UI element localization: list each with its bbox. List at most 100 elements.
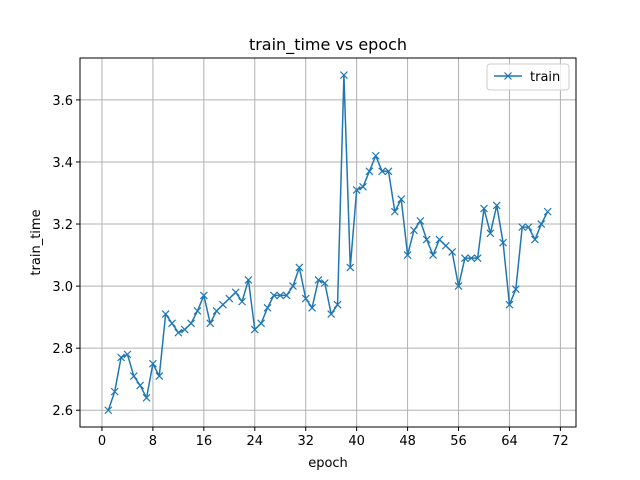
data-point xyxy=(473,254,482,263)
y-tick-label: 2.8 xyxy=(52,342,73,357)
data-point xyxy=(352,185,361,194)
data-point xyxy=(301,294,310,303)
x-tick-label: 40 xyxy=(348,434,365,449)
data-point xyxy=(206,319,215,328)
data-point xyxy=(142,393,151,402)
data-point xyxy=(314,275,323,284)
x-tick-label: 32 xyxy=(297,434,314,449)
data-point xyxy=(123,350,132,359)
series-line-train xyxy=(107,74,549,411)
data-point xyxy=(441,241,450,250)
x-axis-ticks: 0 8 16 24 32 40 48 56 64 72 xyxy=(98,427,569,449)
data-point xyxy=(238,297,246,306)
data-point xyxy=(365,167,374,176)
x-tick-label: 24 xyxy=(247,434,264,449)
data-point xyxy=(308,303,317,312)
data-point xyxy=(174,328,183,337)
x-axis-label: epoch xyxy=(308,456,348,471)
x-tick-label: 8 xyxy=(149,434,157,449)
data-point xyxy=(518,223,527,232)
data-point xyxy=(480,204,488,213)
data-point xyxy=(269,291,278,300)
data-point xyxy=(435,235,444,244)
data-point xyxy=(168,319,176,328)
legend-box xyxy=(486,63,570,91)
y-tick-label: 3.4 xyxy=(52,156,73,171)
data-point xyxy=(397,195,406,204)
data-point xyxy=(429,251,437,259)
grid-lines xyxy=(80,58,576,427)
y-tick-label: 3.2 xyxy=(52,218,73,233)
data-point xyxy=(231,288,240,297)
data-point xyxy=(155,372,164,381)
chart-title: train_time vs epoch xyxy=(249,35,407,55)
data-point xyxy=(416,217,425,225)
legend: train xyxy=(486,63,570,91)
data-point xyxy=(276,291,285,300)
data-point xyxy=(327,310,336,318)
data-point xyxy=(359,182,367,191)
x-tick-label: 0 xyxy=(98,434,106,449)
x-tick-label: 72 xyxy=(552,434,569,449)
data-point xyxy=(180,325,189,334)
data-point xyxy=(212,307,221,315)
data-point xyxy=(263,303,272,312)
data-point xyxy=(136,381,145,390)
data-point xyxy=(129,372,138,381)
data-point xyxy=(199,291,208,300)
data-point xyxy=(537,220,546,228)
data-point xyxy=(378,167,387,176)
data-point xyxy=(250,325,259,334)
data-point xyxy=(467,254,476,263)
y-tick-label: 3.0 xyxy=(52,280,73,295)
legend-entry-train: train xyxy=(530,70,560,85)
data-point xyxy=(225,294,234,303)
data-point xyxy=(454,282,463,291)
data-point xyxy=(460,254,469,263)
y-axis-ticks: 2.6 2.8 3.0 3.2 3.4 3.6 xyxy=(52,94,80,419)
x-tick-label: 64 xyxy=(501,434,518,449)
data-point xyxy=(257,319,266,328)
data-point xyxy=(187,319,196,328)
x-tick-label: 16 xyxy=(196,434,213,449)
data-point xyxy=(193,307,202,315)
data-point xyxy=(524,223,533,232)
y-axis-label: train_time xyxy=(29,209,44,275)
data-point xyxy=(531,235,539,244)
data-point xyxy=(492,201,501,210)
y-tick-label: 3.6 xyxy=(52,94,73,109)
data-point xyxy=(346,263,355,272)
data-point xyxy=(320,279,329,287)
data-point xyxy=(543,207,552,216)
data-point xyxy=(499,238,508,247)
data-point xyxy=(486,229,495,238)
data-point xyxy=(511,285,520,294)
data-point xyxy=(384,167,393,176)
data-point xyxy=(505,300,514,309)
plot-area-frame xyxy=(79,57,577,428)
data-point xyxy=(117,353,125,362)
data-point xyxy=(333,300,342,309)
y-tick-label: 2.6 xyxy=(52,404,73,419)
data-point xyxy=(448,248,457,256)
data-point xyxy=(148,359,157,368)
data-point xyxy=(161,310,170,318)
series-layer xyxy=(104,71,552,415)
data-point xyxy=(110,387,119,396)
data-point xyxy=(371,151,380,160)
data-point xyxy=(410,226,418,235)
x-tick-label: 48 xyxy=(399,434,416,449)
data-point xyxy=(390,207,399,216)
data-point xyxy=(219,300,227,309)
data-point xyxy=(282,291,291,300)
data-point xyxy=(295,263,304,272)
legend-marker-x xyxy=(504,72,512,80)
data-point xyxy=(289,282,297,291)
data-point xyxy=(403,251,412,259)
x-tick-label: 56 xyxy=(450,434,467,449)
data-point xyxy=(422,235,431,244)
data-point xyxy=(339,71,348,79)
data-point xyxy=(244,275,253,284)
data-point xyxy=(104,406,113,415)
